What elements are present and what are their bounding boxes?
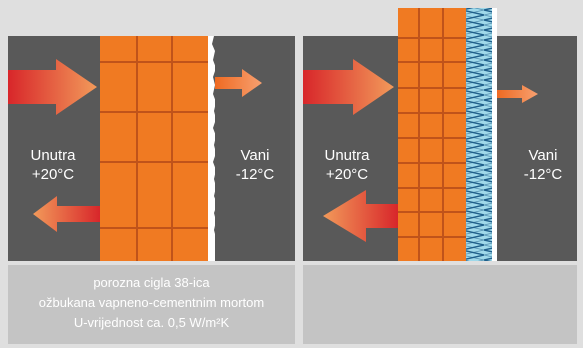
right-inside-label: Unutra +20°C <box>312 146 382 184</box>
heat-reflected-arrow-icon <box>323 190 398 242</box>
inside-temperature: +20°C <box>325 166 369 183</box>
heat-out-arrow-icon <box>215 69 262 97</box>
left-caption-box <box>8 265 295 344</box>
outside-temperature: -12°C <box>523 166 563 183</box>
right-outside-label: Vani -12°C <box>509 146 577 184</box>
outside-text: Vani <box>240 147 270 164</box>
heat-reflected-arrow-icon <box>33 196 100 232</box>
outside-temperature: -12°C <box>235 166 275 183</box>
inside-text: Unutra <box>324 147 370 164</box>
left-outside-label: Vani -12°C <box>220 146 290 184</box>
right-brick-wall <box>398 8 466 261</box>
heat-out-arrow-icon <box>497 85 538 103</box>
insulation-layer <box>466 8 497 261</box>
left-brick-wall <box>100 36 217 261</box>
inside-text: Unutra <box>30 147 76 164</box>
caption-line: ožbukana vapneno-cementnim mortom <box>38 295 265 310</box>
right-caption-box <box>303 265 577 344</box>
heat-in-arrow-icon <box>8 59 97 115</box>
heat-in-arrow-icon <box>303 59 394 115</box>
caption-line: U-vrijednost ca. 0,5 W/m²K <box>73 315 230 330</box>
caption-line: porozna cigla 38-ica <box>93 275 210 290</box>
left-caption: porozna cigla 38-ica ožbukana vapneno-ce… <box>8 273 295 333</box>
outside-text: Vani <box>528 147 558 164</box>
left-inside-label: Unutra +20°C <box>18 146 88 184</box>
inside-temperature: +20°C <box>31 166 75 183</box>
